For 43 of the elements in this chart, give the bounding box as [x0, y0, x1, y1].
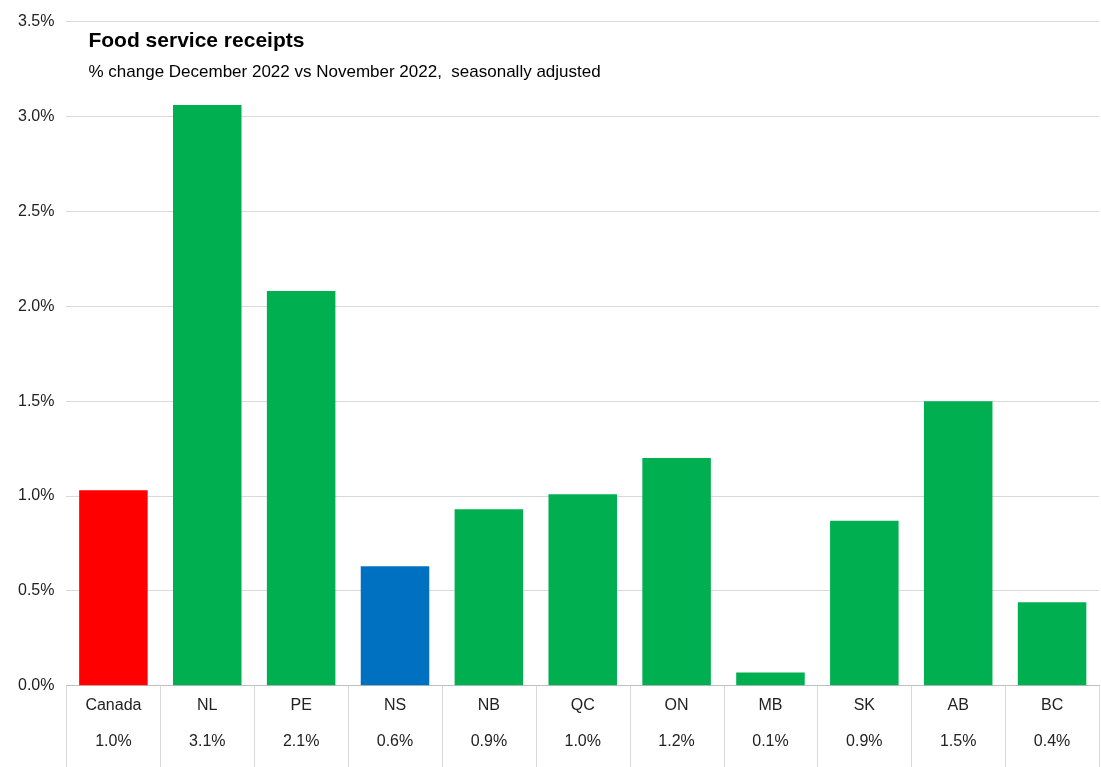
bar	[266, 291, 336, 686]
text: % change December 2022 vs November 2022, seasonally adjusted	[88, 61, 601, 81]
bar	[360, 566, 430, 686]
x-tick-label: BC	[1040, 695, 1064, 713]
x-tick-label: AB	[947, 695, 969, 713]
x-tick-label: SK	[853, 695, 876, 713]
y-tick-label: 0.5%	[18, 581, 55, 599]
bar	[923, 401, 993, 686]
data-label: 0.1%	[752, 731, 789, 749]
data-label: 0.9%	[470, 731, 508, 749]
bar	[1017, 602, 1087, 686]
x-tick-label: NB	[477, 695, 500, 713]
bar	[642, 458, 711, 686]
x-tick-label: PE	[290, 695, 312, 713]
bar	[454, 509, 524, 686]
x-tick-label: QC	[570, 695, 595, 713]
y-tick-label: 2.0%	[18, 296, 55, 314]
x-tick-label: Canada	[85, 695, 142, 713]
x-tick-label: MB	[758, 695, 783, 713]
y-tick-label: 2.5%	[18, 201, 55, 219]
x-tick-label: NL	[197, 695, 218, 713]
y-tick-label: 1.0%	[18, 486, 55, 504]
y-tick-label: 3.0%	[18, 106, 55, 124]
data-label: 1.0%	[95, 731, 132, 749]
bar	[173, 105, 242, 686]
data-label: 0.6%	[376, 731, 414, 749]
y-tick-label: 0.0%	[18, 676, 55, 694]
x-tick-label: ON	[664, 695, 689, 713]
x-tick-label: NS	[383, 695, 407, 713]
data-label: 1.0%	[564, 731, 601, 749]
bar	[830, 520, 899, 686]
data-label: 1.2%	[658, 731, 695, 749]
y-tick-label: 1.5%	[18, 391, 55, 409]
data-label: 0.4%	[1033, 731, 1071, 749]
data-label: 1.5%	[939, 731, 977, 749]
bar	[736, 672, 805, 686]
data-label: 0.9%	[846, 731, 883, 749]
data-label: 2.1%	[282, 731, 320, 749]
bar	[79, 490, 148, 686]
chart-title: Food service receipts	[88, 27, 305, 51]
bar	[548, 494, 617, 686]
y-tick-label: 3.5%	[18, 12, 55, 30]
data-label: 3.1%	[189, 731, 226, 749]
